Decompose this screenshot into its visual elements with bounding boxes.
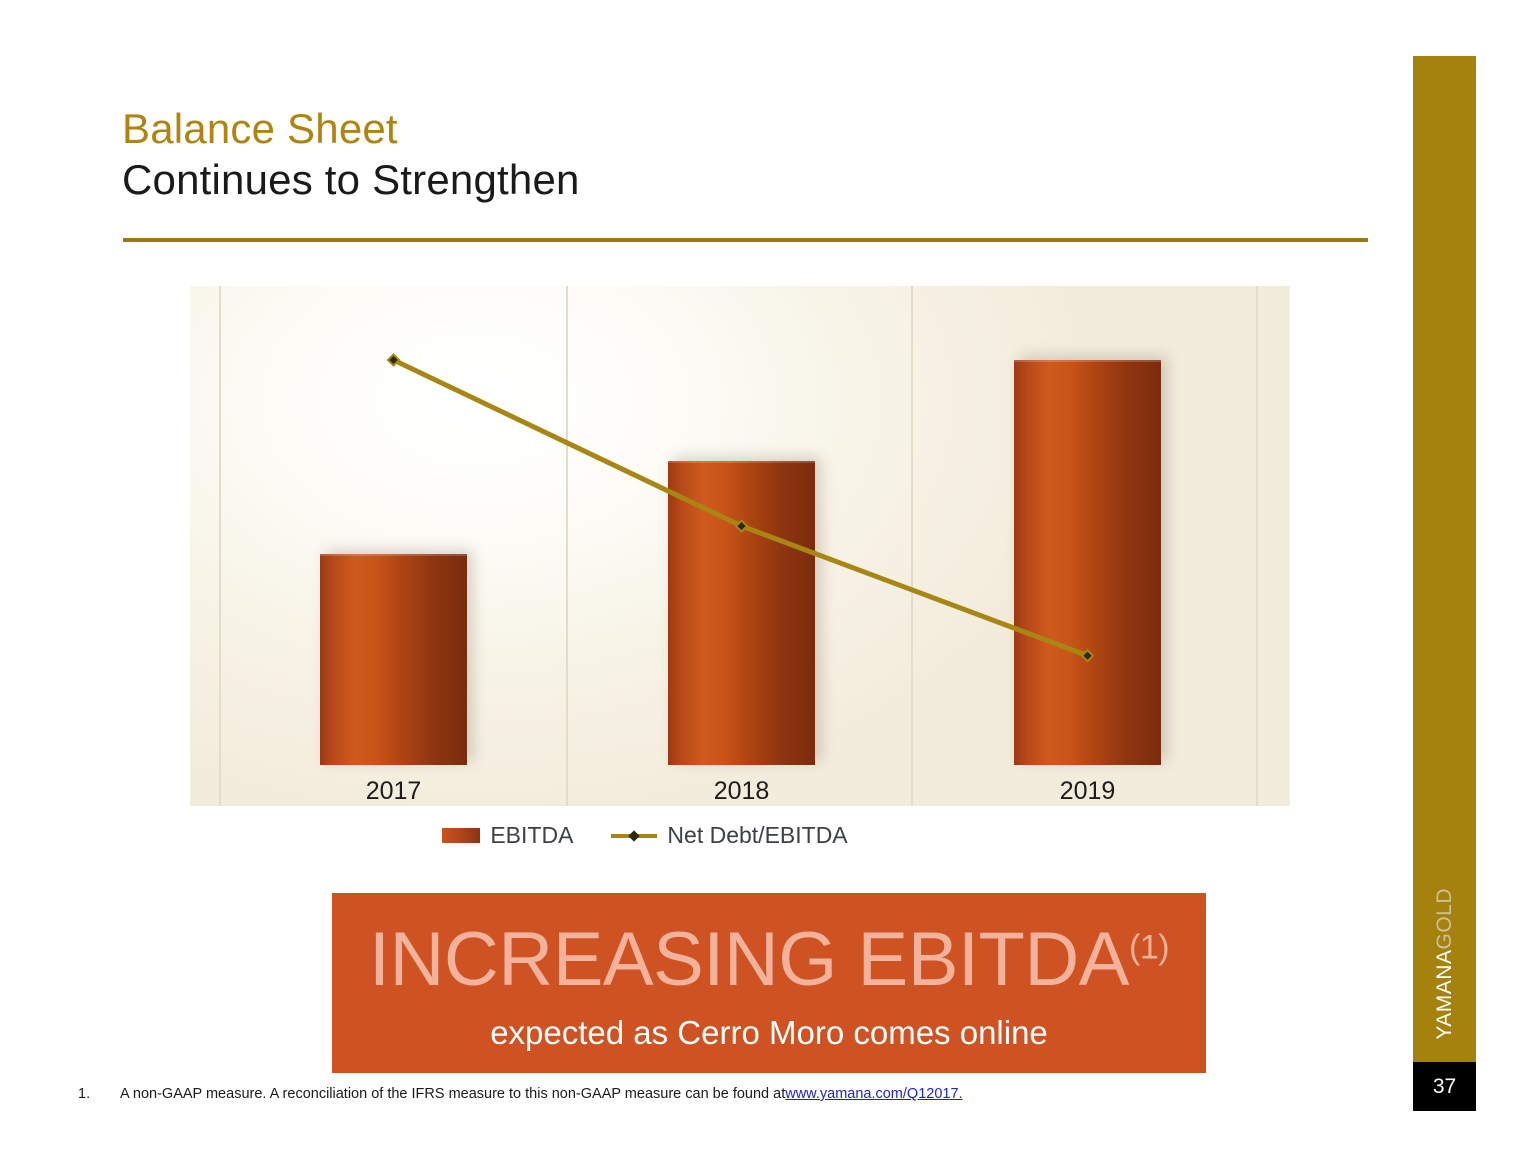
bar-2017[interactable] [320,554,467,765]
banner-footnote-marker: (1) [1129,928,1170,967]
x-tick-2017: 2017 [365,777,422,805]
title-divider [123,238,1368,242]
footnote: 1. A non-GAAP measure. A reconciliation … [78,1086,963,1102]
net-debt-marker-2019[interactable] [1080,648,1095,663]
banner-headline: INCREASING EBITDA(1) [368,917,1170,1002]
legend-label-net-debt: Net Debt/EBITDA [667,822,848,848]
gridline-1 [566,286,568,806]
gridline-2 [911,286,913,806]
brand-logo: YAMANAGOLD [1413,850,1476,1040]
ebitda-chart: 2017 2018 2019 [190,286,1290,806]
legend-item-net-debt[interactable]: Net Debt/EBITDA [611,822,848,849]
x-tick-2019: 2019 [1059,777,1116,805]
legend-bar-swatch-icon [442,828,481,843]
banner-headline-text: INCREASING EBITDA [368,917,1130,1002]
gridline-0 [219,286,221,806]
brand-gold: GOLD [1433,888,1456,950]
x-tick-2018: 2018 [713,777,770,805]
net-debt-marker-2017[interactable] [386,353,401,367]
increasing-ebitda-banner: INCREASING EBITDA(1) expected as Cerro M… [332,893,1206,1073]
footnote-number: 1. [78,1086,91,1102]
net-debt-markers [386,353,1095,663]
bar-2018[interactable] [668,461,815,765]
brand-yamana: YAMANA [1433,949,1456,1040]
page-title: Balance Sheet Continues to Strengthen [122,104,1222,206]
net-debt-line-series [386,353,1095,663]
chart-plot-area: 2017 2018 2019 [190,286,1290,806]
brand-sidebar: YAMANAGOLD [1413,56,1476,1062]
title-primary: Balance Sheet [122,105,398,152]
legend-line-swatch-icon [611,829,658,843]
page-number-badge: 37 [1413,1062,1476,1111]
title-secondary: Continues to Strengthen [122,156,580,203]
legend-label-ebitda: EBITDA [490,822,574,848]
banner-subline: expected as Cerro Moro comes online [490,1014,1048,1051]
net-debt-marker-2018[interactable] [734,519,749,533]
legend-item-ebitda[interactable]: EBITDA [442,822,573,849]
footnote-link[interactable]: www.yamana.com/Q12017. [785,1086,963,1102]
chart-legend: EBITDA Net Debt/EBITDA [0,822,1290,849]
footnote-text: A non-GAAP measure. A reconciliation of … [120,1086,786,1102]
gridline-3 [1256,286,1258,806]
brand-text: YAMANAGOLD [1433,888,1456,1040]
bar-2019[interactable] [1014,360,1161,765]
